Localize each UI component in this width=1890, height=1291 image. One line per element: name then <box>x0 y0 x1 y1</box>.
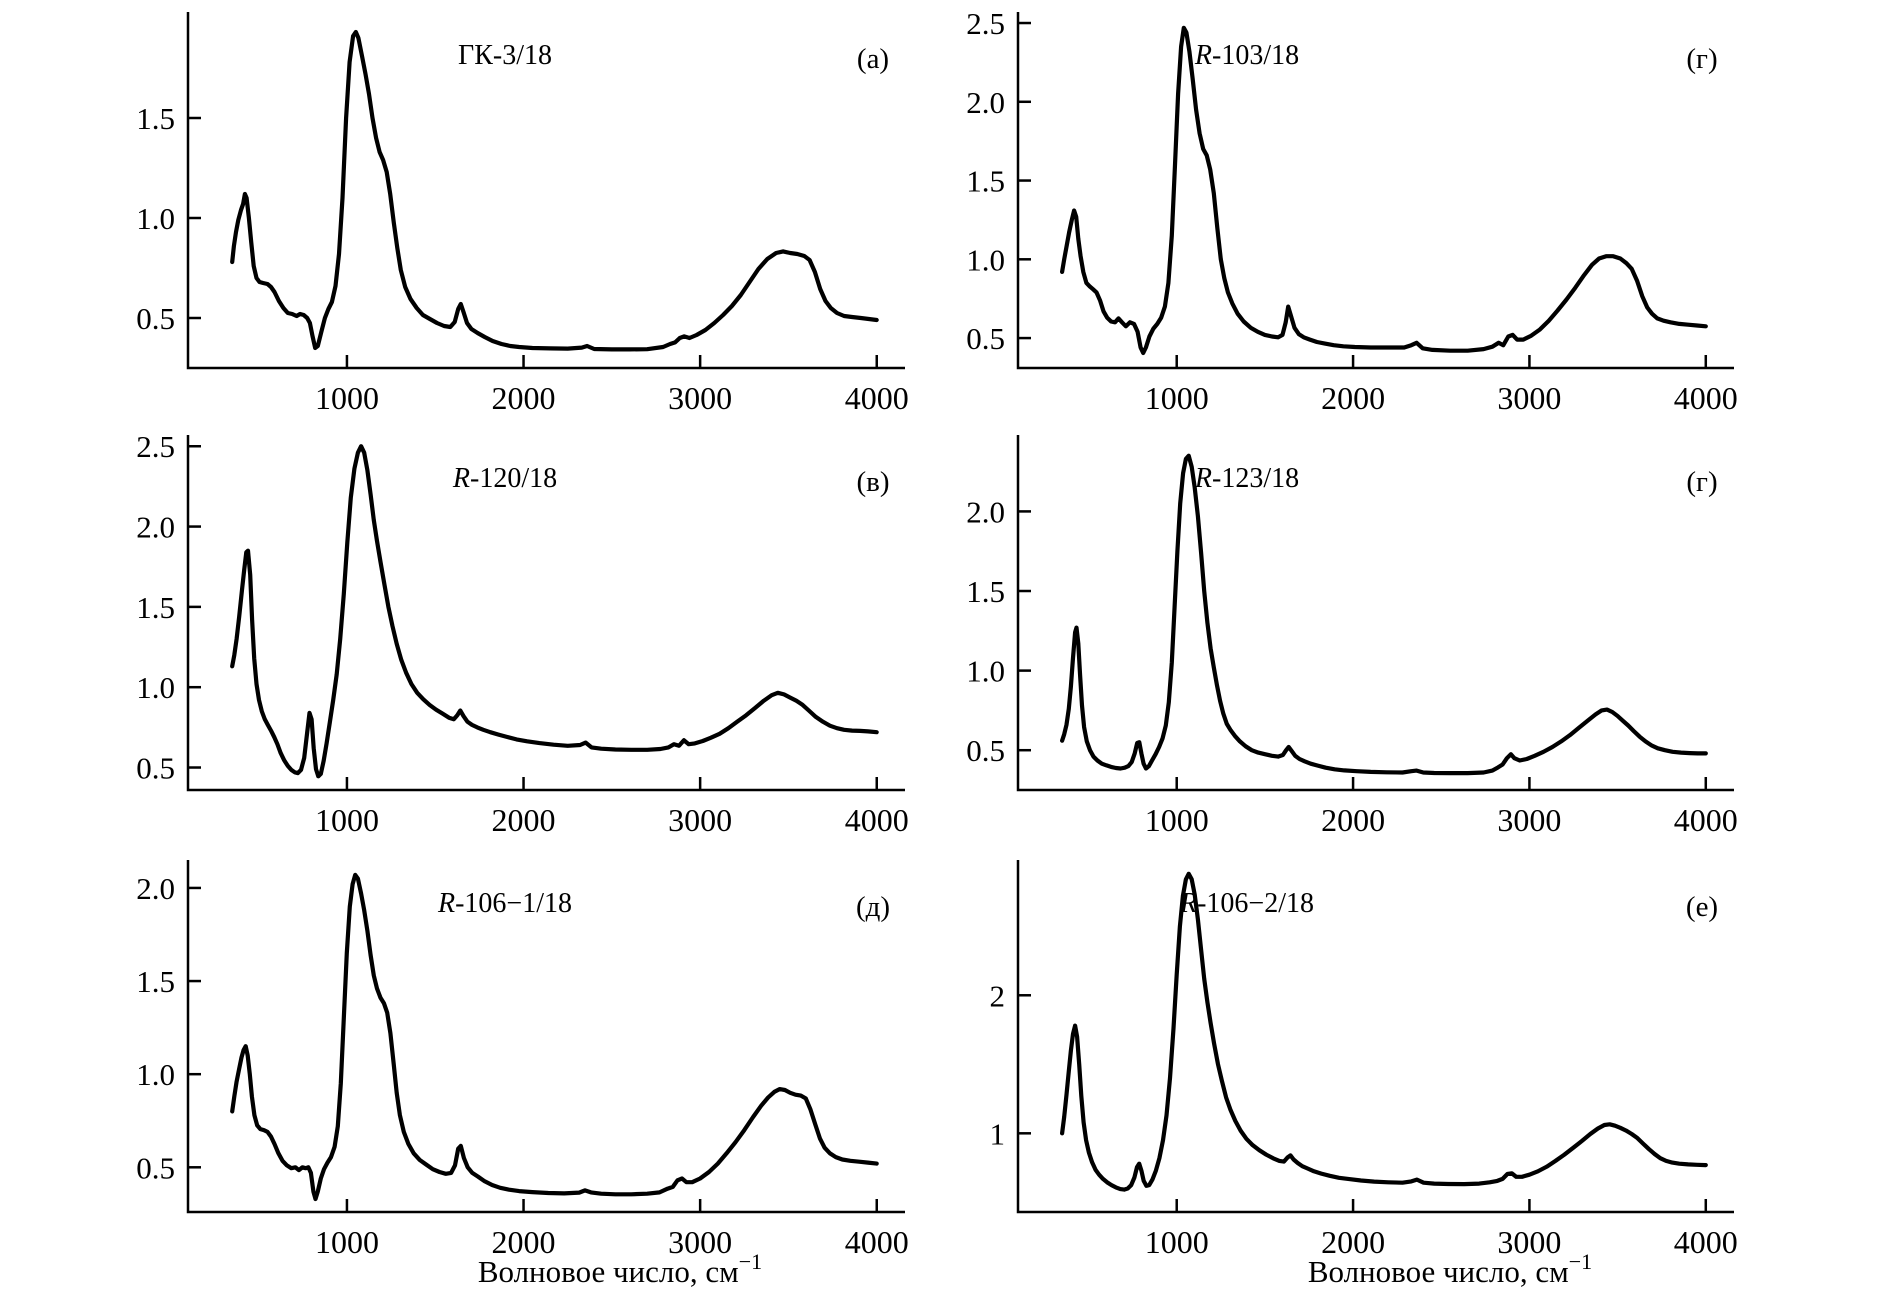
x-tick-label: 2000 <box>492 380 556 416</box>
axis-spines <box>186 435 905 792</box>
x-tick-label: 3000 <box>1497 380 1561 416</box>
axis-spines <box>186 12 905 370</box>
y-tick-label: 0.5 <box>966 321 1005 356</box>
y-tick-label: 2.5 <box>136 429 175 464</box>
x-tick-label: 4000 <box>845 1224 909 1260</box>
panel-title: R-106−2/18 <box>1179 888 1314 919</box>
panel-letter-label: (е) <box>1686 891 1718 923</box>
x-tick-label: 2000 <box>492 802 556 838</box>
y-tick-label: 1.5 <box>966 574 1005 609</box>
axis-spines <box>186 860 905 1214</box>
y-tick-label: 2.0 <box>966 494 1005 529</box>
y-tick-label: 1.5 <box>966 164 1005 199</box>
panel-title: R-106−1/18 <box>437 888 572 919</box>
y-tick-label: 1.0 <box>136 201 175 236</box>
spectrum-curve <box>1060 25 1708 356</box>
x-axis-title: Волновое число, см−1 <box>478 1249 762 1289</box>
y-tick-label: 1.0 <box>136 1057 175 1092</box>
y-tick-label: 0.5 <box>136 301 175 336</box>
spectrum-panel: 1000 2000 3000 4000 0.5 1.0 1.5 ГК-3/18 (а) <box>136 12 909 416</box>
y-tick-label: 1 <box>990 1116 1006 1151</box>
x-tick-label: 3000 <box>668 380 732 416</box>
x-tick-label: 3000 <box>668 1224 732 1260</box>
axis-spines <box>1016 12 1734 370</box>
panel-letter-label: (д) <box>856 891 890 923</box>
x-tick-label: 2000 <box>1321 1224 1385 1260</box>
panel-title: R-103/18 <box>1194 40 1299 71</box>
x-tick-label: 3000 <box>1497 802 1561 838</box>
spectrum-curve <box>1060 871 1708 1192</box>
y-tick-label: 2.0 <box>136 510 175 545</box>
spectrum-panel: 1000 2000 3000 4000 0.5 1.0 1.5 2.0 2.5 R-120/18 (… <box>136 429 908 838</box>
y-tick-label: 2.0 <box>966 85 1005 120</box>
panel-letter-label: (в) <box>856 466 889 498</box>
spectrum-curve <box>230 872 879 1202</box>
x-tick-label: 1000 <box>315 380 379 416</box>
x-tick-label: 4000 <box>1674 380 1738 416</box>
x-tick-label: 2000 <box>1321 380 1385 416</box>
spectrum-curve <box>230 444 879 779</box>
x-tick-label: 2000 <box>492 1224 556 1260</box>
y-tick-label: 2.0 <box>136 871 175 906</box>
axis-spines <box>1016 860 1734 1214</box>
x-tick-label: 1000 <box>1145 380 1209 416</box>
y-tick-label: 2 <box>990 978 1006 1013</box>
spectrum-panel: 1000 2000 3000 4000 0.5 1.0 1.5 2.0 R-106−1/18 (д… <box>136 860 909 1260</box>
x-tick-label: 4000 <box>1674 802 1738 838</box>
y-tick-label: 0.5 <box>136 1150 175 1185</box>
spectrum-panel: 1000 2000 3000 4000 1 2 R-106−2/18 (е) <box>990 860 1738 1260</box>
x-tick-label: 1000 <box>1145 802 1209 838</box>
panel-title: ГК-3/18 <box>458 40 552 71</box>
x-tick-label: 4000 <box>1674 1224 1738 1260</box>
spectrum-panel: 1000 2000 3000 4000 0.5 1.0 1.5 2.0 2.5 R-103/18 (… <box>966 6 1738 416</box>
panel-letter-label: (г) <box>1686 466 1717 498</box>
y-tick-label: 1.0 <box>966 242 1005 277</box>
x-tick-label: 1000 <box>1145 1224 1209 1260</box>
y-tick-label: 2.5 <box>966 6 1005 41</box>
x-axis-title: Волновое число, см−1 <box>1308 1249 1592 1289</box>
x-tick-label: 4000 <box>845 802 909 838</box>
x-tick-label: 1000 <box>315 802 379 838</box>
spectrum-curve <box>230 29 879 352</box>
y-tick-label: 0.5 <box>966 733 1005 768</box>
y-tick-label: 0.5 <box>136 751 175 786</box>
y-tick-label: 1.0 <box>966 654 1005 689</box>
y-tick-label: 1.0 <box>136 670 175 705</box>
y-tick-label: 1.5 <box>136 964 175 999</box>
x-tick-label: 3000 <box>668 802 732 838</box>
panel-title: R-120/18 <box>452 463 557 494</box>
spectrum-curve <box>1060 453 1708 776</box>
y-tick-label: 1.5 <box>136 590 175 625</box>
axis-spines <box>1016 435 1734 792</box>
x-tick-label: 1000 <box>315 1224 379 1260</box>
x-tick-label: 4000 <box>845 380 909 416</box>
panel-letter-label: (г) <box>1686 43 1717 75</box>
panel-letter-label: (а) <box>857 43 889 75</box>
x-tick-label: 2000 <box>1321 802 1385 838</box>
x-tick-label: 3000 <box>1497 1224 1561 1260</box>
y-tick-label: 1.5 <box>136 101 175 136</box>
spectrum-panel: 1000 2000 3000 4000 0.5 1.0 1.5 2.0 R-123/18 (г) <box>966 435 1738 838</box>
panel-title: R-123/18 <box>1194 463 1299 494</box>
